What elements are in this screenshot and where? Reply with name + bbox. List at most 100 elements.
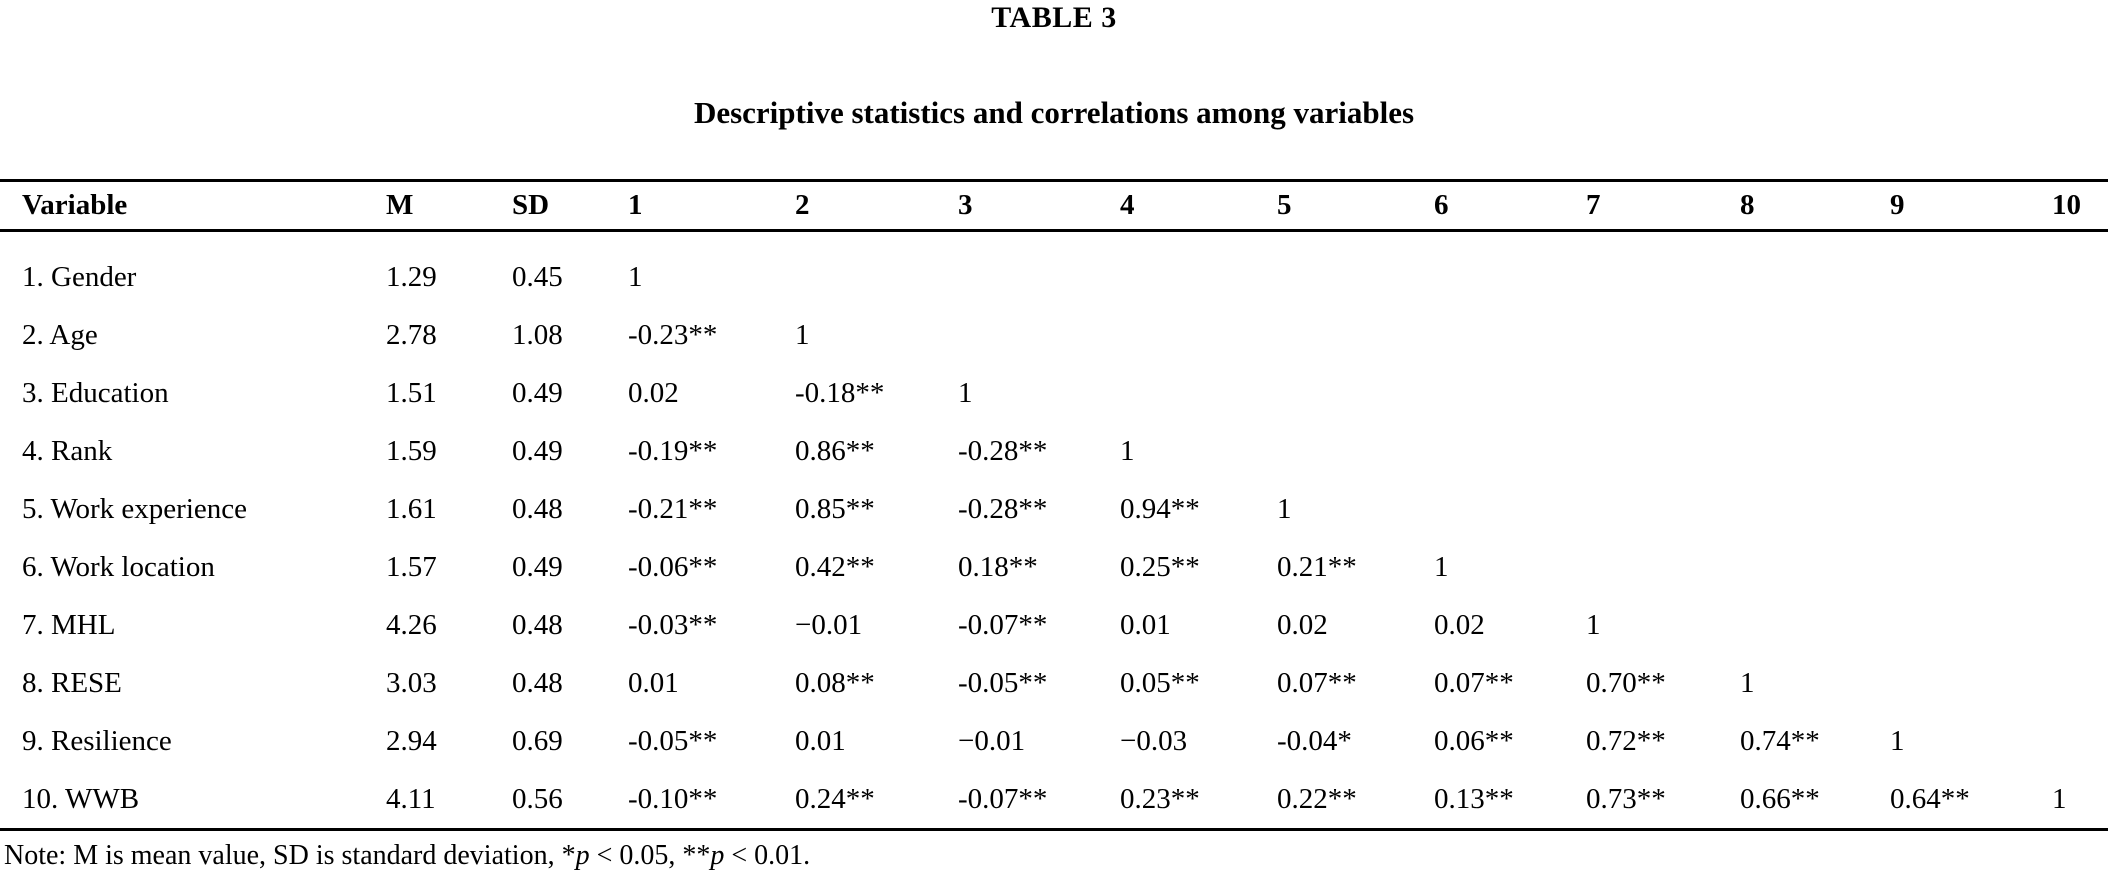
correlation-cell (2052, 364, 2108, 422)
mean-cell: 4.26 (386, 608, 437, 641)
correlation-cell: 0.66** (1740, 782, 1820, 815)
sd-cell: 0.49 (512, 376, 563, 409)
correlation-cell: 1 (628, 260, 643, 293)
correlation-cell: -0.21** (628, 492, 718, 525)
correlation-cell (1277, 231, 1434, 307)
correlation-cell (1890, 422, 2052, 480)
table-row: 3. Education 1.51 0.49 0.02 -0.18** 1 (0, 364, 2108, 422)
correlation-cell (1586, 538, 1740, 596)
variable-name-cell: 9. Resilience (22, 724, 172, 757)
note-p-symbol-1: p (575, 840, 590, 871)
correlation-cell (1740, 231, 1890, 307)
table-row: 1. Gender 1.29 0.45 1 (0, 231, 2108, 307)
correlation-cell: 0.02 (1434, 608, 1485, 641)
table-row: 2. Age 2.78 1.08 -0.23** 1 (0, 306, 2108, 364)
correlation-cell (1586, 480, 1740, 538)
correlation-cell: 0.07** (1434, 666, 1514, 699)
correlation-cell: 1 (2052, 782, 2067, 815)
sig-star-2: ** (682, 840, 711, 871)
correlation-cell: 1 (1890, 724, 1905, 757)
correlation-cell: 1 (1586, 608, 1601, 641)
correlation-cell: 0.02 (1277, 608, 1328, 641)
correlation-cell (2052, 306, 2108, 364)
table-caption: Descriptive statistics and correlations … (693, 95, 1415, 130)
correlation-cell: -0.05** (628, 724, 718, 757)
correlation-cell: -0.28** (958, 492, 1048, 525)
correlation-cell (1586, 306, 1740, 364)
sd-cell: 0.48 (512, 666, 563, 699)
correlation-cell (1434, 422, 1586, 480)
correlation-cell: 0.21** (1277, 550, 1357, 583)
variable-name-cell: 3. Education (22, 376, 169, 409)
variable-name-cell: 6. Work location (22, 550, 215, 583)
correlation-cell: 0.06** (1434, 724, 1514, 757)
mean-cell: 1.29 (386, 260, 437, 293)
correlation-cell: -0.18** (795, 376, 885, 409)
correlation-cell: -0.19** (628, 434, 718, 467)
sd-cell: 0.49 (512, 434, 563, 467)
mean-cell: 1.57 (386, 550, 437, 583)
note-threshold-2: < 0.01. (724, 840, 811, 871)
sig-star-1: * (561, 840, 576, 871)
variable-name-cell: 4. Rank (22, 434, 113, 467)
correlation-cell: 0.70** (1586, 666, 1666, 699)
correlation-cell (2052, 654, 2108, 712)
correlation-cell (1434, 306, 1586, 364)
mean-cell: 1.59 (386, 434, 437, 467)
mean-cell: 1.61 (386, 492, 437, 525)
correlation-cell (2052, 712, 2108, 770)
mean-cell: 4.11 (386, 782, 436, 815)
correlation-cell: -0.28** (958, 434, 1048, 467)
variable-name-cell: 10. WWB (22, 782, 140, 815)
variable-name-cell: 5. Work experience (22, 492, 248, 525)
sd-cell: 0.48 (512, 492, 563, 525)
correlation-cell (2052, 231, 2108, 307)
table-note: Note: M is mean value, SD is standard de… (0, 840, 2108, 872)
column-header-10: 10 (2052, 189, 2081, 221)
correlation-cell: -0.07** (958, 782, 1048, 815)
correlation-table: Variable M SD 1 2 3 4 5 6 7 8 9 10 1. Gender 1.29 0.45… (0, 179, 2108, 831)
correlation-cell: 0.42** (795, 550, 875, 583)
variable-name-cell: 8. RESE (22, 666, 122, 699)
sd-cell: 0.56 (512, 782, 563, 815)
correlation-cell: 0.73** (1586, 782, 1666, 815)
correlation-cell (958, 306, 1120, 364)
correlation-cell: 1 (795, 318, 810, 351)
correlation-cell: -0.23** (628, 318, 718, 351)
table-row: 5. Work experience 1.61 0.48 -0.21** 0.85** -… (0, 480, 2108, 538)
table-header: Variable M SD 1 2 3 4 5 6 7 8 9 10 (0, 181, 2108, 231)
correlation-cell (1434, 364, 1586, 422)
sd-cell: 0.48 (512, 608, 563, 641)
correlation-cell: 0.01 (795, 724, 846, 757)
table-row: 6. Work location 1.57 0.49 -0.06** 0.42** 0.1… (0, 538, 2108, 596)
correlation-cell (1740, 306, 1890, 364)
correlation-cell: -0.07** (958, 608, 1048, 641)
table-row: 8. RESE 3.03 0.48 0.01 0.08** -0.05** 0.05** 0.… (0, 654, 2108, 712)
correlation-cell: -0.04* (1277, 724, 1352, 757)
correlation-cell: -0.05** (958, 666, 1048, 699)
correlation-cell (1890, 306, 2052, 364)
correlation-cell: −0.03 (1120, 724, 1188, 757)
correlation-cell (1890, 364, 2052, 422)
correlation-cell (1586, 364, 1740, 422)
correlation-cell (1740, 422, 1890, 480)
correlation-cell (958, 231, 1120, 307)
column-header-2: 2 (795, 189, 810, 221)
table-body: 1. Gender 1.29 0.45 1 2. Age 2.78 1.08 -0.23** 1… (0, 231, 2108, 830)
table-row: 7. MHL 4.26 0.48 -0.03** −0.01 -0.07** 0.01 0.0… (0, 596, 2108, 654)
sd-cell: 0.45 (512, 260, 563, 293)
correlation-cell: 0.05** (1120, 666, 1200, 699)
sd-cell: 0.69 (512, 724, 563, 757)
correlation-cell: 0.07** (1277, 666, 1357, 699)
table-header-row: Variable M SD 1 2 3 4 5 6 7 8 9 10 (0, 181, 2108, 231)
table-number-title: TABLE 3 (991, 1, 1117, 34)
correlation-cell: 1 (1120, 434, 1135, 467)
correlation-cell (1277, 422, 1434, 480)
table-row: 4. Rank 1.59 0.49 -0.19** 0.86** -0.28** 1 (0, 422, 2108, 480)
correlation-cell (1890, 231, 2052, 307)
variable-name-cell: 7. MHL (22, 608, 116, 641)
table-row: 9. Resilience 2.94 0.69 -0.05** 0.01 −0.01 −0.… (0, 712, 2108, 770)
mean-cell: 3.03 (386, 666, 437, 699)
correlation-cell: -0.03** (628, 608, 718, 641)
